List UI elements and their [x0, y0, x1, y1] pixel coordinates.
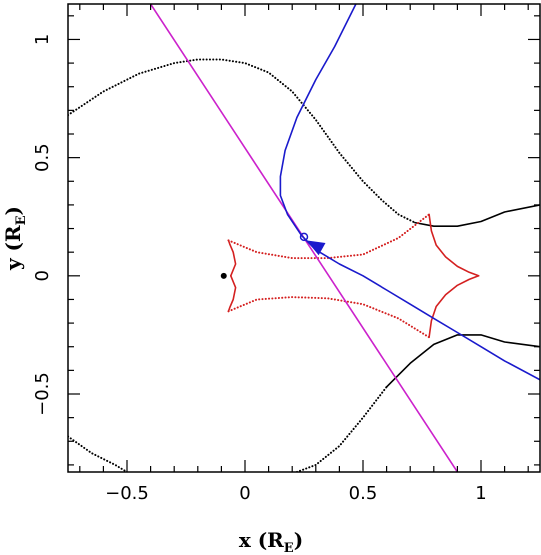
y-axis-title: y (RE) [1, 206, 29, 271]
series-line-9 [428, 213, 480, 277]
series-line-0 [68, 58, 416, 224]
y-tick-label: −0.5 [32, 372, 53, 416]
direction-arrow [306, 240, 326, 256]
y-tick-label: 0.5 [32, 143, 53, 172]
plot-layer [68, 4, 540, 472]
y-axis-title-close: ) [1, 206, 25, 215]
series-line-3 [295, 385, 388, 472]
series-line-4 [385, 334, 540, 388]
series-line-5 [227, 239, 237, 277]
y-tick-label: 1 [32, 34, 53, 45]
y-axis-title-main: y (R [1, 225, 25, 271]
series-line-10 [428, 274, 480, 339]
image-position-marker [299, 232, 309, 242]
y-tick-label: 0 [32, 270, 53, 281]
series-line-1 [414, 204, 540, 227]
y-axis-title-subscript: E [14, 215, 29, 225]
x-tick-label: 0.5 [349, 483, 378, 504]
x-axis-title-main: x (R [239, 528, 284, 552]
x-axis-title-close: ) [294, 528, 303, 552]
x-axis-title: x (RE) [239, 528, 303, 555]
x-axis-title-subscript: E [284, 541, 294, 555]
series-line-12 [279, 4, 540, 381]
series-line-8 [227, 296, 431, 339]
series-line-2 [68, 435, 128, 472]
series-line-7 [227, 213, 431, 260]
tick-layer: −0.5 0 0.5 1 −0.5 0 0.5 1 [32, 4, 540, 504]
series-line-6 [227, 274, 237, 313]
x-tick-label: 1 [475, 483, 486, 504]
x-tick-label: −0.5 [105, 483, 149, 504]
x-tick-label: 0 [239, 483, 250, 504]
plot-frame [67, 3, 541, 473]
lens-marker [220, 272, 227, 279]
